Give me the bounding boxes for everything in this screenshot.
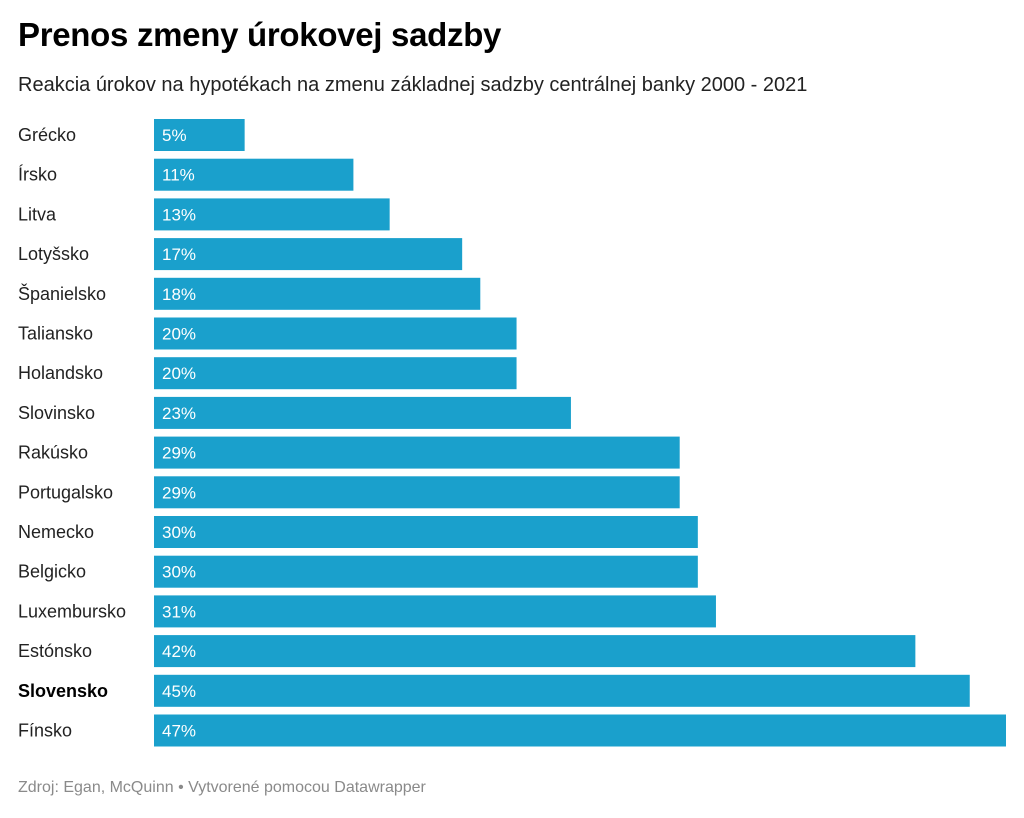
category-label: Španielsko (18, 283, 106, 304)
bar-row: Belgicko 30% (18, 555, 698, 588)
category-label: Írsko (18, 165, 57, 185)
value-label: 23% (162, 404, 196, 423)
value-label: 42% (162, 642, 196, 661)
category-label: Nemecko (18, 522, 94, 542)
value-label: 20% (162, 325, 196, 344)
category-label: Slovensko (18, 681, 108, 701)
value-label: 13% (162, 205, 196, 224)
bar (154, 555, 698, 588)
value-label: 17% (162, 245, 196, 264)
category-label: Slovinsko (18, 403, 95, 423)
value-label: 29% (162, 444, 196, 463)
bar (154, 198, 390, 231)
bar (154, 119, 245, 151)
category-label: Taliansko (18, 324, 93, 344)
category-label: Grécko (18, 125, 76, 145)
value-label: 30% (162, 563, 196, 582)
bar (154, 357, 517, 390)
bar-row: Estónsko 42% (18, 635, 916, 668)
category-label: Luxembursko (18, 601, 126, 621)
value-label: 45% (162, 682, 196, 701)
bar-row: Lotyšsko 17% (18, 238, 463, 271)
bar-row: Španielsko 18% (18, 277, 481, 310)
bar (154, 238, 463, 271)
category-label: Litva (18, 204, 57, 224)
bar (154, 595, 716, 628)
source-footer: Zdroj: Egan, McQuinn • Vytvorené pomocou… (18, 779, 426, 796)
value-label: 31% (162, 602, 196, 621)
value-label: 11% (162, 166, 195, 185)
value-label: 5% (162, 126, 187, 145)
bar-row: Holandsko 20% (18, 357, 517, 390)
bar (154, 396, 571, 429)
category-label: Lotyšsko (18, 244, 89, 264)
chart-subtitle: Reakcia úrokov na hypotékach na zmenu zá… (18, 74, 808, 96)
bar-row: Rakúsko 29% (18, 436, 680, 469)
bar (154, 277, 481, 310)
value-label: 18% (162, 285, 196, 304)
bar (154, 158, 354, 191)
value-label: 30% (162, 523, 196, 542)
bar-chart: Grécko 5% Írsko 11% Litva 13% Lotyšsko 17% Špani… (18, 119, 1006, 747)
bar-row: Írsko 11% (18, 158, 354, 191)
bar-row: Taliansko 20% (18, 317, 517, 350)
value-label: 47% (162, 722, 196, 741)
category-label: Fínsko (18, 721, 72, 741)
bar-row: Slovinsko 23% (18, 396, 571, 429)
bar-row: Fínsko 47% (18, 714, 1006, 747)
bar-row: Slovensko 45% (18, 674, 970, 707)
bar-row: Luxembursko 31% (18, 595, 716, 628)
bar-row: Litva 13% (18, 198, 390, 231)
bar (154, 476, 680, 509)
bar (154, 436, 680, 469)
bar-row: Nemecko 30% (18, 516, 698, 548)
bar-row: Portugalsko 29% (18, 476, 680, 509)
bar (154, 516, 698, 548)
category-label: Estónsko (18, 641, 92, 661)
chart-title: Prenos zmeny úrokovej sadzby (18, 16, 502, 53)
value-label: 29% (162, 483, 196, 502)
bar (154, 674, 970, 707)
bar (154, 635, 916, 668)
category-label: Portugalsko (18, 482, 113, 502)
category-label: Holandsko (18, 363, 103, 383)
bar-row: Grécko 5% (18, 119, 245, 151)
category-label: Belgicko (18, 562, 86, 582)
category-label: Rakúsko (18, 443, 88, 463)
value-label: 20% (162, 364, 196, 383)
bar (154, 317, 517, 350)
bar (154, 714, 1006, 747)
